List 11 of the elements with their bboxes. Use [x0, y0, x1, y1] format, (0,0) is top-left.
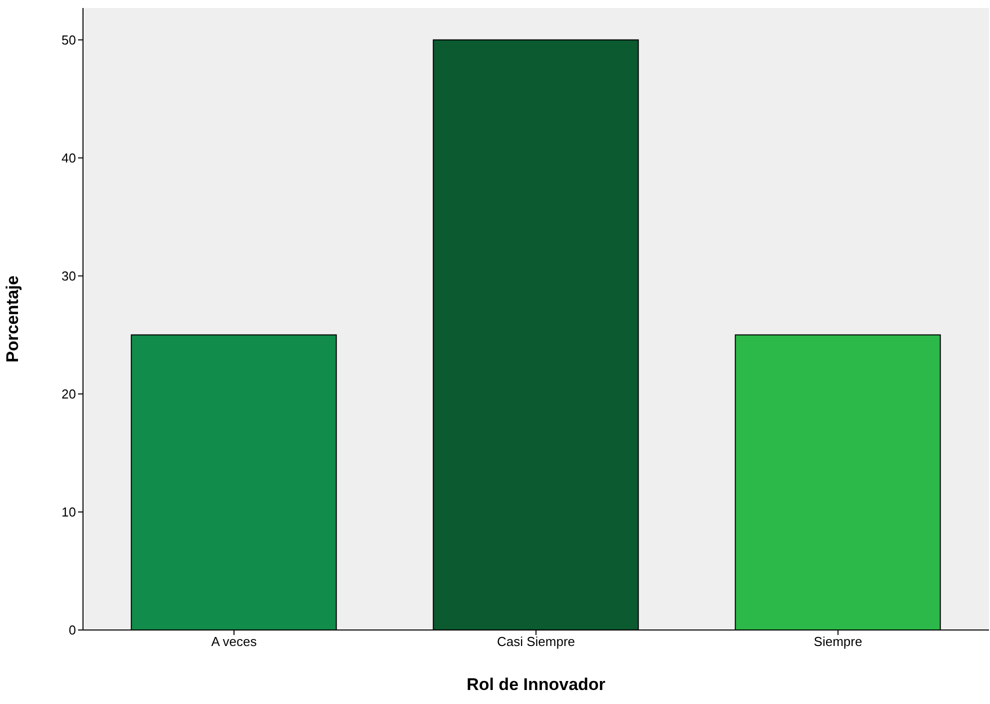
y-tick-label: 10: [62, 504, 76, 520]
x-tick-label: A veces: [211, 634, 258, 650]
x-tick-label: Siempre: [814, 634, 862, 650]
y-tick-label: 40: [62, 150, 76, 166]
y-tick-label: 20: [62, 386, 76, 402]
y-axis-title: Porcentaje: [3, 276, 22, 362]
x-tick-label: Casi Siempre: [496, 634, 576, 650]
y-tick-label: 50: [62, 32, 76, 48]
y-tick-label: 0: [68, 622, 76, 638]
y-tick-label: 30: [62, 268, 76, 284]
x-axis-title: Rol de Innovador: [466, 675, 606, 694]
